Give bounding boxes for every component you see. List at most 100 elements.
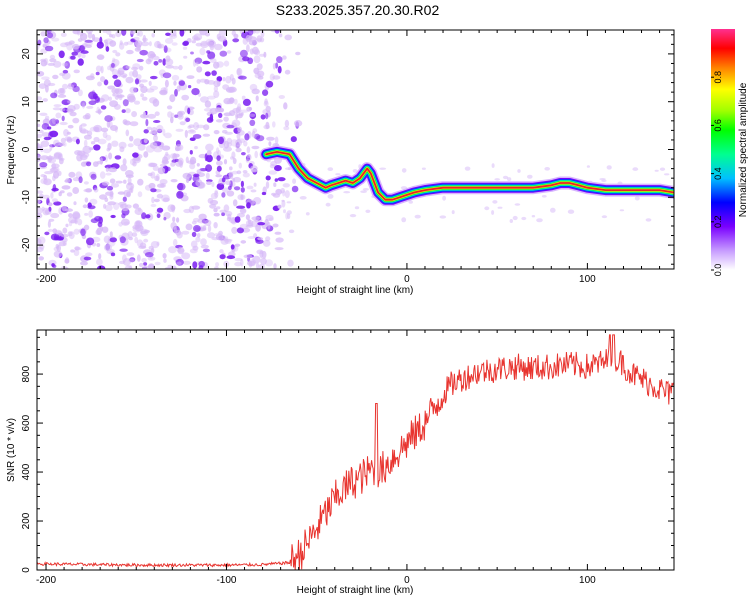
noise-blob [274, 136, 279, 145]
noise-blob [265, 181, 270, 189]
track-core [265, 150, 674, 201]
noise-blob [193, 173, 200, 178]
noise-blob [82, 102, 85, 109]
noise-blob [241, 152, 246, 156]
noise-blob [183, 208, 192, 214]
noise-blob [284, 34, 293, 41]
noise-blob [132, 152, 139, 158]
noise-blob [263, 100, 269, 107]
noise-blob [37, 207, 43, 215]
noise-blob [55, 231, 64, 236]
noise-blob [365, 209, 371, 213]
noise-blob [185, 176, 190, 183]
noise-blob [175, 128, 184, 132]
noise-blob [222, 187, 229, 193]
noise-blob [59, 72, 66, 77]
noise-blob [47, 82, 56, 87]
noise-blob [154, 261, 161, 266]
noise-blob [42, 98, 48, 102]
noise-blob [48, 154, 52, 163]
noise-blob [148, 80, 152, 86]
noise-blob [96, 41, 104, 49]
noise-blob [123, 179, 127, 184]
noise-blob [233, 98, 238, 105]
noise-blob [57, 170, 62, 177]
noise-blob [61, 185, 71, 190]
noise-blob [128, 258, 135, 263]
noise-blob [199, 168, 208, 172]
noise-blob [191, 88, 200, 96]
noise-blob [55, 112, 62, 119]
noise-blob [126, 49, 134, 55]
noise-blob [166, 105, 173, 110]
noise-blob [39, 162, 48, 168]
noise-blob [148, 264, 155, 269]
noise-blob [123, 41, 129, 46]
noise-blob [257, 222, 266, 226]
noise-blob [39, 112, 48, 117]
noise-blob [506, 177, 512, 182]
noise-blob [207, 224, 212, 233]
noise-blob [112, 49, 118, 54]
noise-blob [256, 63, 263, 71]
noise-blob [223, 146, 232, 152]
noise-blob [231, 151, 236, 159]
noise-blob [231, 226, 238, 234]
noise-blob [216, 147, 220, 154]
noise-blob [169, 33, 178, 39]
noise-blob [147, 256, 156, 261]
noise-blob [216, 165, 222, 172]
noise-blob [343, 191, 351, 194]
noise-blob [176, 217, 180, 223]
noise-blob [119, 40, 123, 46]
noise-blob [150, 171, 156, 179]
noise-blob [185, 117, 191, 123]
noise-blob [77, 89, 83, 97]
noise-blob [67, 100, 72, 104]
noise-blob [136, 42, 141, 51]
x-tick-label: -100 [216, 575, 236, 586]
noise-blob [272, 63, 276, 70]
noise-blob [60, 137, 66, 144]
noise-blob [109, 40, 117, 47]
noise-blob [213, 207, 218, 213]
noise-blob [137, 143, 146, 151]
noise-blob [129, 121, 139, 127]
noise-blob [109, 237, 118, 243]
noise-blob [67, 124, 74, 129]
noise-blob [234, 261, 242, 267]
noise-blob [37, 133, 43, 139]
noise-blob [139, 79, 148, 83]
noise-blob [109, 194, 114, 200]
noise-blob [231, 170, 239, 175]
noise-blob [439, 215, 447, 219]
noise-blob [255, 95, 259, 102]
noise-blob [245, 158, 250, 163]
noise-blob [157, 167, 166, 175]
noise-blob [174, 114, 179, 118]
noise-blob [213, 222, 218, 229]
noise-blob [186, 75, 195, 79]
noise-blob [248, 107, 253, 111]
noise-blob [128, 71, 134, 77]
noise-blob [260, 114, 266, 120]
noise-blob [86, 161, 92, 167]
noise-blob [179, 30, 185, 37]
noise-blob [226, 190, 235, 197]
noise-blob [37, 237, 42, 246]
noise-blob [219, 209, 227, 213]
noise-blob [218, 230, 223, 236]
noise-blob [153, 61, 159, 66]
noise-blob [606, 165, 612, 170]
noise-blob [274, 247, 284, 251]
noise-blob [163, 258, 167, 263]
noise-blob [156, 241, 160, 246]
noise-blob [143, 138, 148, 144]
noise-blob [246, 44, 250, 53]
noise-blob [401, 217, 407, 223]
noise-blob [254, 150, 258, 159]
noise-blob [144, 252, 154, 258]
noise-blob [131, 232, 138, 237]
noise-blob [228, 171, 234, 179]
noise-blob [214, 266, 219, 269]
